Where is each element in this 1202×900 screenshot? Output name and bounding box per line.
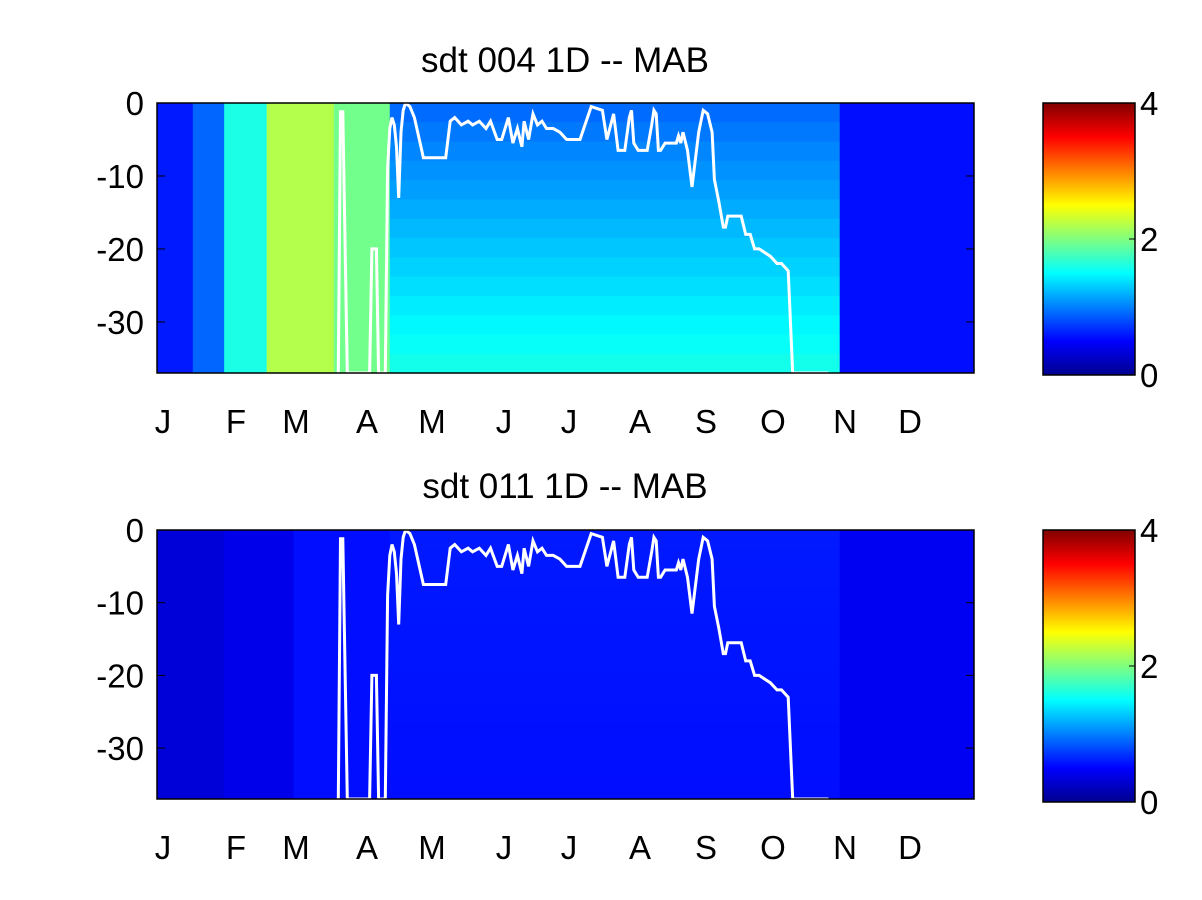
heatmap-field [157, 103, 974, 373]
y-axis-ticks: 0 -10 -20 -30 [96, 85, 974, 341]
heatmap-cell [389, 568, 841, 589]
colorbar-tick-label: 0 [1140, 357, 1158, 394]
colorbar-tick-label: 4 [1140, 85, 1158, 122]
heatmap-cell [389, 702, 841, 723]
y-tick-label: -20 [96, 231, 144, 268]
colorbar-tick-label: 4 [1140, 512, 1158, 549]
heatmap-cell [157, 530, 225, 799]
heatmap-cell [389, 606, 841, 627]
x-tick-label: J [561, 829, 578, 866]
colorbar-ticks: 0 2 4 [1129, 85, 1158, 394]
heatmap-cell [389, 530, 841, 550]
colorbar-tick-label: 0 [1140, 784, 1158, 821]
heatmap-cell [224, 103, 268, 373]
y-tick-label: -30 [96, 304, 144, 341]
heatmap-cell [389, 238, 841, 258]
x-tick-label: M [418, 403, 446, 440]
y-tick-label: 0 [126, 85, 144, 122]
x-tick-label: M [418, 829, 446, 866]
x-tick-label: S [695, 829, 717, 866]
y-axis-ticks: 0 -10 -20 -30 [96, 512, 974, 767]
heatmap-cell [389, 180, 841, 200]
x-tick-label: O [760, 829, 786, 866]
colorbar [1042, 529, 1136, 803]
plot-frame [156, 102, 975, 374]
heatmap-cell [389, 334, 841, 355]
x-tick-label: J [496, 403, 513, 440]
x-tick-label: O [760, 403, 786, 440]
plot-frame [156, 529, 975, 800]
heatmap-cell [389, 160, 841, 181]
heatmap-cell [389, 276, 841, 297]
heatmap-cell [389, 645, 841, 665]
chart-title: sdt 004 1D -- MAB [421, 41, 709, 80]
heatmap-cell [293, 530, 391, 799]
heatmap-cell [839, 103, 974, 373]
x-tick-label: D [898, 403, 922, 440]
colorbar [1042, 102, 1136, 376]
x-tick-label: A [356, 403, 378, 440]
y-tick-label: -20 [96, 657, 144, 694]
heatmap-cell [389, 199, 841, 220]
heatmap-cell [224, 530, 295, 799]
x-tick-label: F [226, 403, 246, 440]
x-tick-label: J [496, 829, 513, 866]
colorbar-ticks: 0 2 4 [1129, 512, 1158, 821]
heatmap-cell [389, 722, 841, 742]
heatmap-cell [389, 315, 841, 335]
x-tick-label: F [226, 829, 246, 866]
y-tick-label: -10 [96, 158, 144, 195]
x-tick-label: S [695, 403, 717, 440]
heatmap-cell [389, 626, 841, 646]
x-tick-label: A [629, 403, 651, 440]
x-tick-label: J [155, 829, 172, 866]
heatmap-cell [389, 141, 841, 162]
depth-line [336, 103, 829, 373]
heatmap-cell [389, 741, 841, 762]
x-tick-label: J [561, 403, 578, 440]
heatmap-cell [839, 530, 974, 799]
colorbar-tick-label: 2 [1140, 221, 1158, 258]
y-tick-label: -10 [96, 585, 144, 622]
heatmap-cell [192, 103, 225, 373]
x-tick-label: J [155, 403, 172, 440]
heatmap-cell [389, 760, 841, 781]
heatmap-cell [389, 257, 841, 278]
heatmap-cell [389, 218, 841, 239]
heatmap-cell [389, 683, 841, 704]
depth-line [336, 530, 829, 799]
heatmap-cell [266, 103, 335, 373]
heatmap-cell [389, 664, 841, 685]
chart-title: sdt 011 1D -- MAB [422, 467, 707, 506]
heatmap-field [157, 530, 974, 799]
x-tick-label: A [629, 829, 651, 866]
heatmap-cell [389, 295, 841, 316]
y-tick-label: 0 [126, 512, 144, 549]
heatmap-cell [389, 779, 841, 799]
x-tick-label: D [898, 829, 922, 866]
heatmap-cell [389, 353, 841, 373]
x-tick-label: N [833, 829, 857, 866]
x-tick-label: M [282, 829, 310, 866]
heatmap-cell [389, 587, 841, 608]
heatmap-cell [389, 103, 841, 123]
colorbar-tick-label: 2 [1140, 648, 1158, 685]
y-tick-label: -30 [96, 730, 144, 767]
x-tick-label: A [356, 829, 378, 866]
x-tick-label: M [282, 403, 310, 440]
x-tick-label: N [833, 403, 857, 440]
heatmap-cell [157, 103, 194, 373]
